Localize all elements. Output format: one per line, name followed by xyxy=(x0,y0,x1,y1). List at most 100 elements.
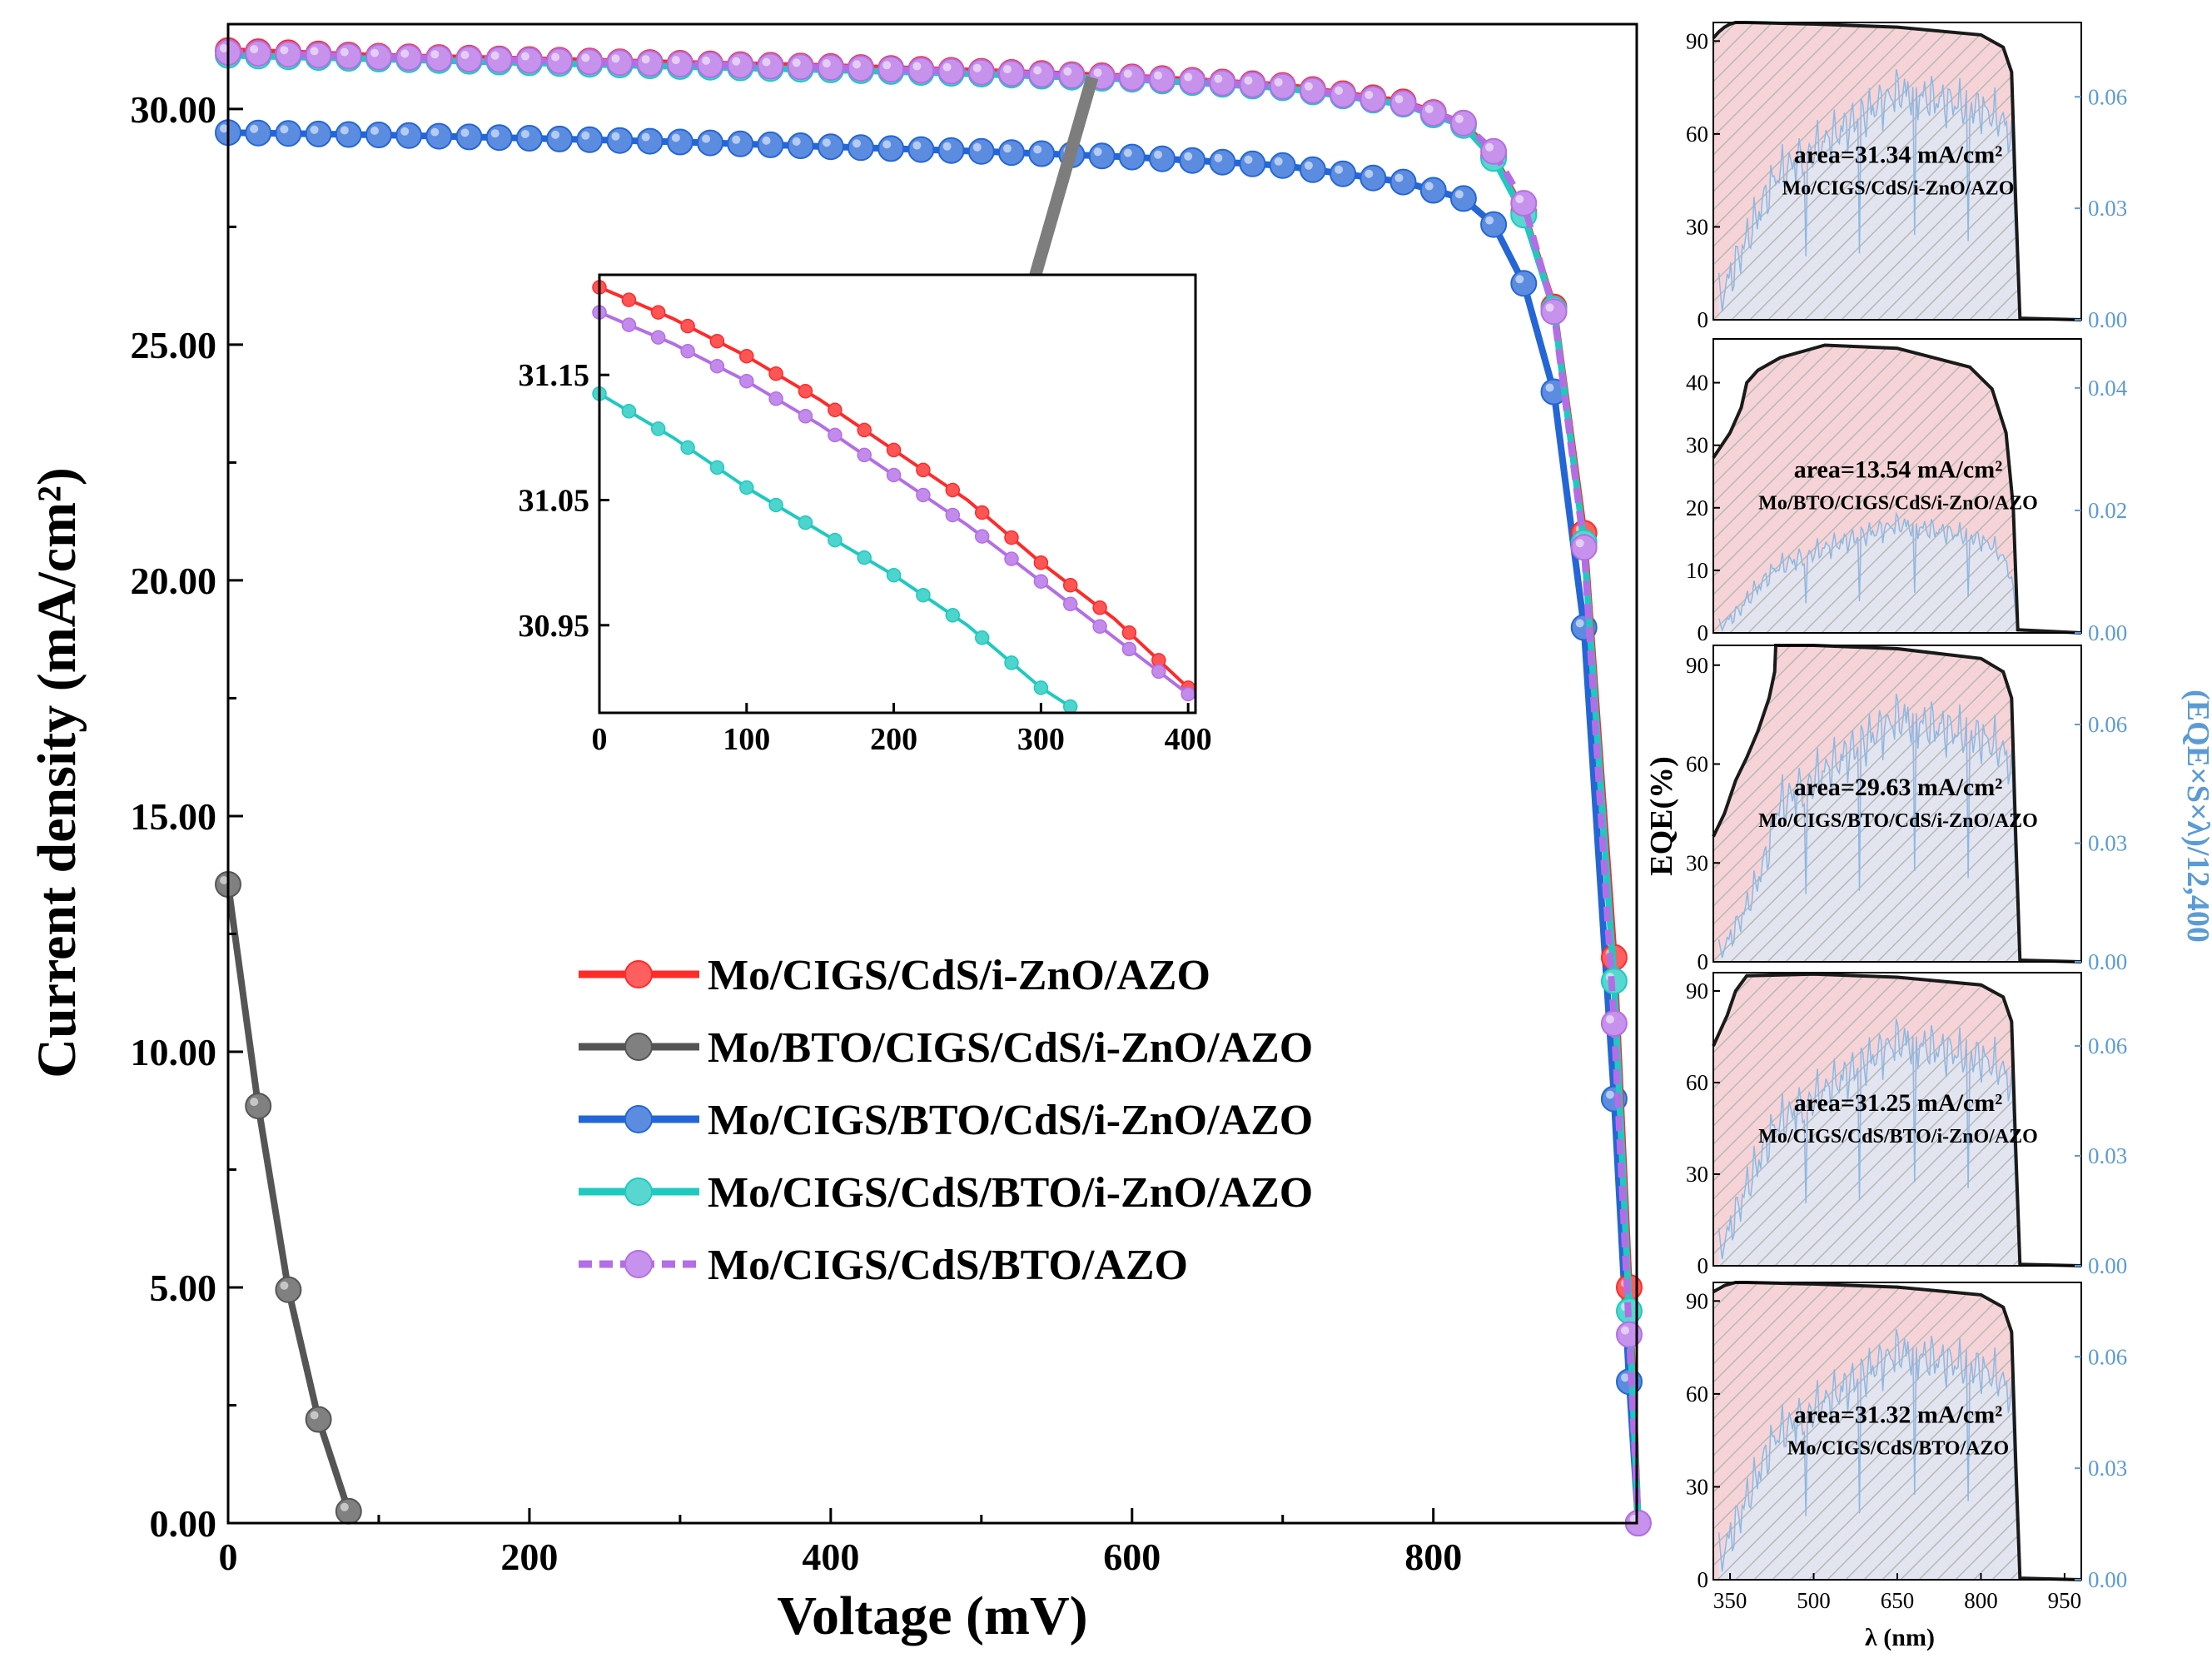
eqe-curve xyxy=(1712,21,2082,321)
data-point-highlight xyxy=(1154,150,1162,159)
data-point-highlight xyxy=(1335,86,1344,95)
eqe-device-label: Mo/BTO/CIGS/CdS/i-ZnO/AZO xyxy=(1758,493,2038,515)
series-mo-bto-cigs-cds-i-zno-azo xyxy=(215,871,362,1525)
data-point-highlight xyxy=(551,52,560,62)
data-point-highlight xyxy=(1424,105,1434,113)
data-point-highlight xyxy=(1093,147,1102,157)
data-point xyxy=(907,57,935,84)
inset-data-point xyxy=(1092,600,1107,615)
eqe-right-tick-label: 0.06 xyxy=(2088,84,2127,109)
eqe-hatch xyxy=(1713,973,2081,1266)
legend-label: Mo/CIGS/BTO/CdS/i-ZnO/AZO xyxy=(708,1097,1313,1144)
data-point-highlight xyxy=(882,140,892,149)
inset-data-point xyxy=(1062,577,1078,593)
legend-label: Mo/CIGS/CdS/i-ZnO/AZO xyxy=(708,952,1210,999)
inset-series-mo-cigs-cds-bto-i-zno-azo xyxy=(592,386,1078,714)
data-point-highlight xyxy=(1123,69,1132,78)
eqe-device-label: Mo/CIGS/CdS/BTO/i-ZnO/AZO xyxy=(1758,1126,2038,1148)
data-point xyxy=(606,49,634,77)
data-point xyxy=(937,57,965,85)
legend-swatch-marker xyxy=(624,960,653,988)
eqe-x-tick-label: 950 xyxy=(2048,1588,2082,1613)
legend-entry: Mo/CIGS/CdS/BTO/AZO xyxy=(579,1242,1188,1289)
data-point xyxy=(245,1093,272,1120)
data-point xyxy=(1118,64,1146,92)
data-point-highlight xyxy=(1154,71,1162,80)
data-point xyxy=(1389,90,1417,117)
data-point-highlight xyxy=(400,49,410,58)
data-point xyxy=(666,128,693,156)
data-point-highlight xyxy=(942,142,952,151)
data-point-highlight xyxy=(1394,173,1404,182)
data-point xyxy=(1058,62,1086,89)
inset-data-point xyxy=(945,507,961,523)
eqe-right-tick-label: 0.06 xyxy=(2088,1033,2127,1058)
eqe-x-tick-label: 650 xyxy=(1881,1588,1915,1613)
data-point xyxy=(1600,1010,1628,1037)
data-point-highlight xyxy=(762,57,771,67)
data-point xyxy=(817,54,844,82)
data-point xyxy=(305,1406,332,1433)
data-point xyxy=(1299,156,1326,183)
data-point xyxy=(998,60,1025,87)
inset-x-tick-label: 400 xyxy=(1165,722,1212,757)
data-point-highlight xyxy=(1274,157,1283,166)
data-point xyxy=(335,42,362,70)
data-point-highlight xyxy=(822,138,831,147)
data-point-highlight xyxy=(370,48,379,57)
data-point xyxy=(1269,72,1296,100)
data-point xyxy=(666,51,693,78)
data-point-highlight xyxy=(520,52,529,61)
eqe-right-axis-title: (EQE×S×λ)/12,400 xyxy=(2180,690,2212,943)
data-point xyxy=(245,119,272,147)
data-point-highlight xyxy=(250,124,259,133)
inset-series-mo-cigs-cds-i-zno-azo xyxy=(592,280,1195,695)
data-point xyxy=(848,134,874,162)
data-point xyxy=(425,122,453,150)
inset-data-point xyxy=(650,421,666,436)
eqe-left-axis-title: EQE(%) xyxy=(1644,756,1679,876)
data-point-highlight xyxy=(1184,152,1193,161)
data-point-highlight xyxy=(430,50,440,59)
data-point-highlight xyxy=(520,130,529,138)
data-point xyxy=(365,122,392,148)
legend-swatch-marker xyxy=(624,1105,653,1133)
data-point xyxy=(1239,150,1266,177)
data-point xyxy=(305,120,332,147)
x-tick-label: 600 xyxy=(1103,1536,1161,1578)
data-point xyxy=(757,131,784,158)
data-point-highlight xyxy=(1214,74,1223,83)
legend-swatch-marker xyxy=(624,1250,653,1278)
data-point-highlight xyxy=(220,124,228,133)
inset-data-point xyxy=(916,587,931,603)
data-point-highlight xyxy=(1515,275,1524,284)
eqe-curve xyxy=(1712,972,2082,1267)
data-point xyxy=(365,43,392,71)
eqe-right-tick-label: 0.04 xyxy=(2088,376,2128,401)
eqe-hatch xyxy=(1713,345,2081,633)
data-point-highlight xyxy=(1063,67,1072,76)
inset-data-point xyxy=(621,404,637,419)
eqe-right-tick-label: 0.00 xyxy=(2088,1567,2127,1592)
inset-data-point xyxy=(974,505,990,520)
data-point xyxy=(967,137,995,165)
eqe-right-tick-label: 0.00 xyxy=(2088,1253,2127,1278)
inset-y-tick-label: 31.05 xyxy=(519,484,590,519)
inset-data-point xyxy=(768,497,783,513)
eqe-left-tick-label: 10 xyxy=(1686,558,1708,583)
eqe-right-tick-label: 0.03 xyxy=(2088,196,2127,221)
inset-data-point xyxy=(916,487,931,503)
inset-y-tick-label: 30.95 xyxy=(519,609,590,644)
data-point xyxy=(757,52,784,80)
x-tick-label: 0 xyxy=(219,1536,238,1578)
data-point-highlight xyxy=(310,125,319,134)
data-point-highlight xyxy=(1454,114,1464,123)
y-tick-label: 30.00 xyxy=(131,88,217,131)
inset-data-point xyxy=(1004,655,1019,670)
eqe-x-axis-title: λ (nm) xyxy=(1865,1624,1935,1651)
data-point-highlight xyxy=(762,136,771,145)
jv-inset-plot: 0 100 200 300 400 30.95 31.05 31.15 xyxy=(519,273,1212,757)
inset-data-point xyxy=(886,567,902,583)
eqe-right-tick-label: 0.00 xyxy=(2088,307,2127,332)
eqe-left-tick-label: 60 xyxy=(1686,1382,1708,1407)
